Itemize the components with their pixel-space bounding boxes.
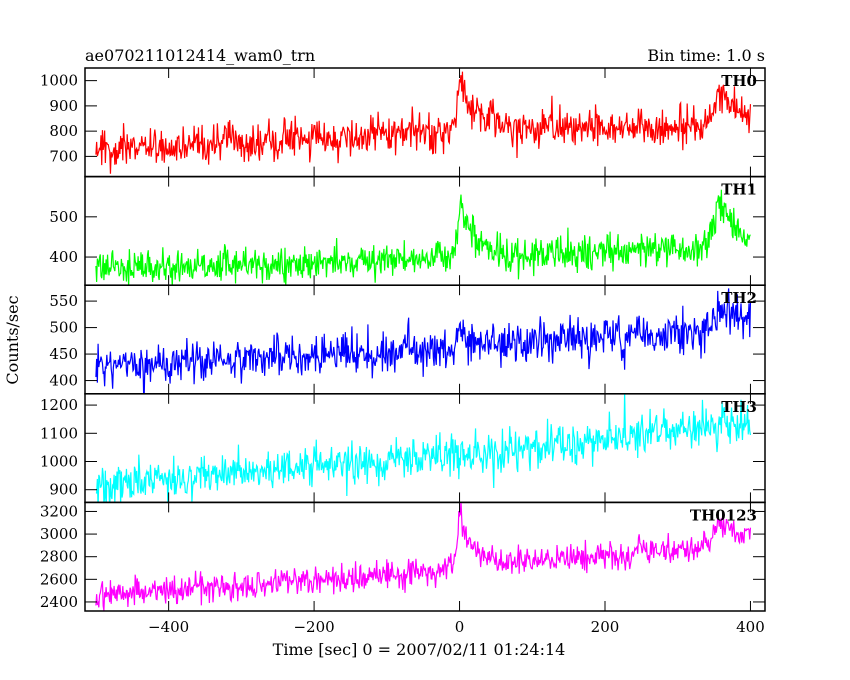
observation-id: ae070211012414_wam0_trn: [85, 46, 315, 65]
y-tick-label: 400: [49, 372, 78, 390]
series-line-th3: [95, 393, 752, 503]
panel-th0123: 2400 2600 2800 3000 3200 TH0123: [40, 501, 766, 612]
y-tick-label: 1000: [40, 452, 78, 470]
panel-th0: 700 800 900 1000 TH0: [40, 67, 766, 178]
y-tick-label: 1200: [40, 396, 78, 414]
x-tick-label: −200: [293, 618, 334, 636]
x-tick-label: 200: [591, 618, 620, 636]
panel-label: TH2: [721, 289, 757, 307]
panel-label: TH0123: [690, 506, 757, 524]
y-tick-label: 900: [49, 97, 78, 115]
y-tick-label: 550: [49, 292, 78, 310]
y-tick-label: 900: [49, 481, 78, 499]
y-tick-label: 2400: [40, 593, 78, 611]
bin-time-label: Bin time: 1.0 s: [647, 46, 765, 65]
panel-label: TH0: [721, 72, 757, 90]
panel-label: TH1: [721, 181, 757, 199]
series-line-th2: [95, 288, 752, 394]
panel-th2: 400 450 500 550 TH2: [49, 284, 766, 395]
y-tick-label: 700: [49, 147, 78, 165]
panel-label: TH3: [721, 398, 757, 416]
x-axis-label: Time [sec] 0 = 2007/02/11 01:24:14: [273, 640, 566, 659]
y-tick-label: 800: [49, 122, 78, 140]
y-tick-label: 1000: [40, 72, 78, 90]
y-tick-label: 3000: [40, 525, 78, 543]
y-tick-label: 2600: [40, 570, 78, 588]
series-line-th0123: [95, 502, 752, 611]
series-line-th1: [95, 189, 751, 286]
y-tick-label: 2800: [40, 548, 78, 566]
y-tick-label: 3200: [40, 502, 78, 520]
y-tick-label: 450: [49, 345, 78, 363]
y-tick-label: 400: [49, 248, 78, 266]
x-tick-label: −400: [148, 618, 189, 636]
panel-th3: 900 1000 1100 1200 TH3: [40, 393, 766, 504]
x-tick-label: 400: [736, 618, 765, 636]
y-axis-label: Counts/sec: [3, 295, 22, 384]
y-tick-label: 1100: [40, 424, 78, 442]
panel-th1: 400 500 TH1: [49, 175, 766, 286]
series-line-th0: [95, 71, 752, 174]
x-tick-label: 0: [455, 618, 465, 636]
y-tick-label: 500: [49, 319, 78, 337]
y-tick-label: 500: [49, 208, 78, 226]
